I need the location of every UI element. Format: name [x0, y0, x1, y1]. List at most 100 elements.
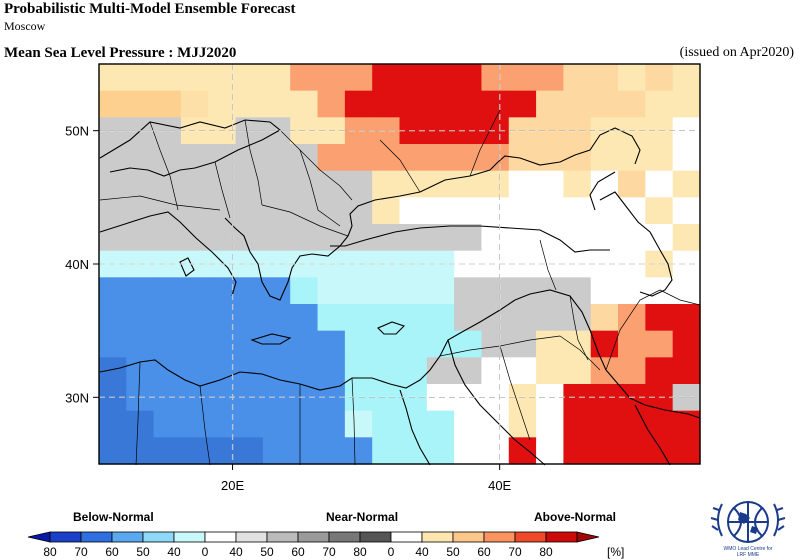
grid-cell: [536, 304, 565, 332]
grid-cell: [672, 384, 701, 412]
grid-cell: [180, 304, 209, 332]
grid-cell: [563, 357, 592, 385]
grid-cell: [99, 224, 127, 252]
grid-cell: [344, 437, 373, 465]
grid-cell: [563, 224, 592, 252]
graticule: [99, 64, 700, 464]
grid-cell: [399, 277, 428, 305]
grid-cell: [372, 170, 401, 198]
grid-cell: [126, 330, 155, 358]
grid-cell: [645, 330, 674, 358]
grid-cell: [344, 170, 373, 198]
legend-swatch: [235, 531, 268, 543]
below-normal-label: Below-Normal: [73, 510, 154, 524]
grid-cell: [590, 224, 619, 252]
grid-cell: [508, 64, 537, 92]
grid-cell: [426, 197, 455, 225]
lon-tick-label: 40E: [488, 478, 511, 493]
grid-cell: [618, 437, 646, 465]
grid-cell: [645, 277, 674, 305]
legend-swatch: [452, 531, 485, 543]
grid-cell: [180, 144, 209, 172]
grid-cell: [290, 330, 319, 358]
grid-cell: [672, 117, 701, 145]
grid-cell: [126, 304, 155, 332]
legend-swatch: [297, 531, 330, 543]
legend-tick-label: 70: [74, 545, 88, 559]
grid-cell: [99, 197, 127, 225]
grid-cell: [208, 197, 237, 225]
grid-cell: [645, 437, 674, 465]
grid-cell: [536, 277, 565, 305]
grid-cell: [454, 357, 483, 385]
grid-cell: [481, 197, 510, 225]
legend-swatch: [142, 531, 175, 543]
grid-cell: [317, 90, 346, 118]
grid-cell: [126, 224, 155, 252]
axis-labels: 50N 40N 30N 20E 40E: [65, 124, 511, 493]
grid-cell: [290, 224, 319, 252]
grid-cell: [344, 90, 373, 118]
legend-swatch: [80, 531, 113, 543]
grid-cell: [426, 437, 455, 465]
grid-cell: [590, 170, 619, 198]
grid-cell: [290, 277, 319, 305]
legend-swatch: [204, 531, 237, 543]
grid-cell: [290, 144, 319, 172]
grid-cell: [672, 277, 701, 305]
grid-cell: [126, 90, 155, 118]
grid-cell: [399, 90, 428, 118]
grid-cell: [563, 170, 592, 198]
legend-swatch: [483, 531, 516, 543]
grid-cell: [672, 64, 701, 92]
grid-cell: [399, 64, 428, 92]
grid-cell: [153, 144, 182, 172]
grid-cell: [508, 410, 537, 438]
grid-cell: [290, 64, 319, 92]
grid-cell: [590, 410, 619, 438]
grid-cell: [235, 64, 264, 92]
grid-cell: [99, 144, 127, 172]
grid-cell: [454, 90, 483, 118]
grid-cell: [235, 437, 264, 465]
grid-cell: [672, 197, 701, 225]
grid-cell: [618, 357, 646, 385]
grid-cell: [536, 170, 565, 198]
grid-cell: [208, 330, 237, 358]
grid-cell: [126, 277, 155, 305]
grid-cell: [563, 250, 592, 278]
grid-cell: [563, 90, 592, 118]
grid-cell: [563, 64, 592, 92]
above-normal-label: Above-Normal: [534, 510, 617, 524]
grid-cell: [426, 277, 455, 305]
grid-cell: [590, 197, 619, 225]
legend-unit: [%]: [607, 545, 624, 559]
legend-tick-label: 70: [508, 545, 522, 559]
legend-tick-label: 40: [167, 545, 181, 559]
grid-cell: [344, 330, 373, 358]
grid-cell: [208, 64, 237, 92]
grid-cell: [645, 144, 674, 172]
grid-cell: [208, 304, 237, 332]
grid-cell: [672, 410, 701, 438]
grid-cell: [208, 277, 237, 305]
grid-cell: [454, 277, 483, 305]
grid-cell: [262, 170, 291, 198]
grid-cell: [208, 357, 237, 385]
grid-cell: [481, 357, 510, 385]
grid-cell: [563, 304, 592, 332]
variable-title: Mean Sea Level Pressure : MJJ2020: [4, 45, 237, 61]
grid-cell: [126, 64, 155, 92]
grid-cell: [344, 304, 373, 332]
grid-cell: [481, 170, 510, 198]
grid-cell: [481, 330, 510, 358]
grid-cell: [153, 277, 182, 305]
grid-cell: [290, 437, 319, 465]
legend-swatch: [111, 531, 144, 543]
grid-cell: [454, 384, 483, 412]
grid-cell: [618, 170, 646, 198]
grid-cell: [235, 357, 264, 385]
grid-cell: [153, 384, 182, 412]
grid-cell: [672, 437, 701, 465]
grid-cell: [590, 90, 619, 118]
